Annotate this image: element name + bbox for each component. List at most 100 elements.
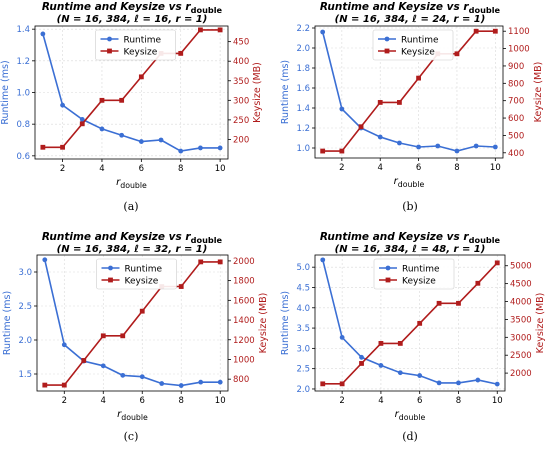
- legend-box: [96, 258, 177, 290]
- data-point-keysize: [120, 333, 126, 339]
- legend-marker-runtime: [107, 36, 112, 42]
- data-point-runtime: [100, 363, 106, 369]
- data-point-keysize: [100, 333, 106, 339]
- x-tick-label: 10: [215, 164, 226, 174]
- chart-subtitle: (N = 16, 384, ℓ = 32, r = 1): [57, 244, 208, 255]
- y-right-tick-label: 250: [233, 116, 249, 126]
- panel-caption: (a): [123, 200, 138, 213]
- y-right-tick-label: 5000: [510, 262, 532, 272]
- x-axis-label: rdouble: [117, 409, 148, 422]
- data-point-keysize: [359, 361, 364, 366]
- chart-panel-a: Runtime and Keysize vs rdouble(N = 16, 3…: [0, 1, 263, 213]
- legend-box: [95, 29, 176, 61]
- legend: Runtime Keysize: [372, 29, 454, 61]
- y-right-axis-label: Keysize (MB): [252, 62, 263, 123]
- data-point-runtime: [178, 383, 184, 388]
- x-tick-label: 4: [378, 396, 383, 406]
- x-tick-label: 2: [60, 164, 65, 174]
- y-right-tick-label: 1400: [233, 316, 255, 326]
- y-left-tick-label: 1.0: [296, 144, 310, 154]
- legend-marker-runtime: [108, 265, 113, 271]
- x-tick-label: 8: [179, 396, 184, 406]
- chart-subtitle: (N = 16, 384, ℓ = 24, r = 1): [335, 14, 486, 25]
- y-right-axis-label: Keysize (MB): [533, 62, 544, 123]
- data-point-keysize: [198, 259, 204, 265]
- legend-marker-runtime: [384, 36, 390, 42]
- data-point-keysize: [475, 280, 481, 286]
- y-left-tick-label: 1.6: [296, 84, 310, 94]
- y-left-tick-label: 1.4: [296, 104, 310, 114]
- y-right-tick-label: 3000: [510, 333, 532, 343]
- data-point-keysize: [416, 75, 421, 81]
- x-tick-label: 6: [416, 163, 421, 173]
- data-point-runtime: [378, 363, 384, 368]
- x-tick-label: 10: [492, 396, 503, 406]
- data-point-keysize: [492, 28, 498, 34]
- data-point-runtime: [60, 102, 65, 108]
- x-tick-label: 8: [456, 396, 461, 406]
- chart-title: Runtime and Keysize vs rdouble: [42, 231, 223, 245]
- y-left-tick-label: 2.0: [18, 336, 32, 346]
- data-point-keysize: [61, 382, 67, 388]
- data-point-runtime: [359, 354, 364, 360]
- data-point-keysize: [320, 148, 326, 154]
- data-point-runtime: [454, 148, 460, 154]
- x-tick-label: 10: [215, 396, 226, 406]
- series-line-keysize: [44, 261, 221, 386]
- data-point-runtime: [99, 126, 105, 132]
- y-right-tick-label: 300: [233, 96, 249, 106]
- data-point-runtime: [320, 29, 326, 35]
- y-left-tick-label: 0.6: [16, 152, 30, 162]
- data-point-runtime: [198, 379, 204, 385]
- data-point-runtime: [377, 134, 383, 140]
- y-right-tick-label: 1600: [233, 296, 255, 306]
- y-left-tick-label: 4.5: [296, 283, 310, 293]
- data-point-keysize: [339, 381, 345, 387]
- y-right-tick-label: 700: [508, 97, 524, 107]
- data-point-keysize: [178, 50, 184, 56]
- data-point-keysize: [119, 97, 125, 103]
- data-point-runtime: [397, 140, 402, 146]
- y-right-tick-label: 1100: [508, 27, 530, 37]
- y-left-axis-label: Runtime (ms): [0, 60, 11, 124]
- data-point-runtime: [417, 373, 423, 378]
- data-point-keysize: [397, 100, 402, 105]
- data-point-runtime: [198, 145, 203, 151]
- legend-label-keysize: Keysize: [125, 277, 159, 287]
- legend: Runtime Keysize: [373, 258, 455, 290]
- series-line-keysize: [42, 29, 221, 149]
- data-point-keysize: [217, 27, 223, 33]
- y-right-tick-label: 1000: [508, 45, 530, 55]
- x-tick-label: 2: [339, 163, 344, 173]
- y-left-tick-label: 3.0: [296, 344, 310, 354]
- legend-label-runtime: Runtime: [125, 265, 163, 275]
- series-line-runtime: [321, 31, 496, 152]
- data-point-keysize: [436, 300, 442, 306]
- y-left-axis-label: Runtime (ms): [280, 60, 291, 124]
- chart-title: Runtime and Keysize vs rdouble: [42, 1, 223, 15]
- x-tick-label: 6: [139, 164, 144, 174]
- series-line-keysize: [322, 30, 496, 152]
- legend: Runtime Keysize: [95, 29, 176, 61]
- x-tick-label: 8: [454, 163, 459, 173]
- plot-frame: [314, 254, 506, 392]
- y-left-tick-label: 1.8: [296, 64, 310, 74]
- x-tick-label: 6: [417, 396, 422, 406]
- data-point-keysize: [198, 27, 203, 33]
- y-right-tick-label: 350: [233, 77, 249, 87]
- y-right-tick-label: 400: [508, 149, 524, 159]
- y-left-tick-label: 5.0: [296, 263, 310, 273]
- data-point-keysize: [139, 308, 145, 314]
- data-point-keysize: [320, 381, 326, 387]
- chart-title: Runtime and Keysize vs rdouble: [320, 231, 501, 245]
- series-line-runtime: [44, 259, 221, 387]
- data-point-keysize: [339, 148, 345, 154]
- panel-caption: (d): [402, 430, 418, 443]
- x-tick-label: 8: [178, 164, 183, 174]
- y-right-axis-label: Keysize (MB): [258, 293, 269, 354]
- y-left-tick-label: 1.0: [16, 89, 30, 99]
- chart-title: Runtime and Keysize vs rdouble: [320, 1, 501, 15]
- y-left-tick-label: 2.5: [18, 302, 32, 312]
- data-point-keysize: [217, 259, 223, 265]
